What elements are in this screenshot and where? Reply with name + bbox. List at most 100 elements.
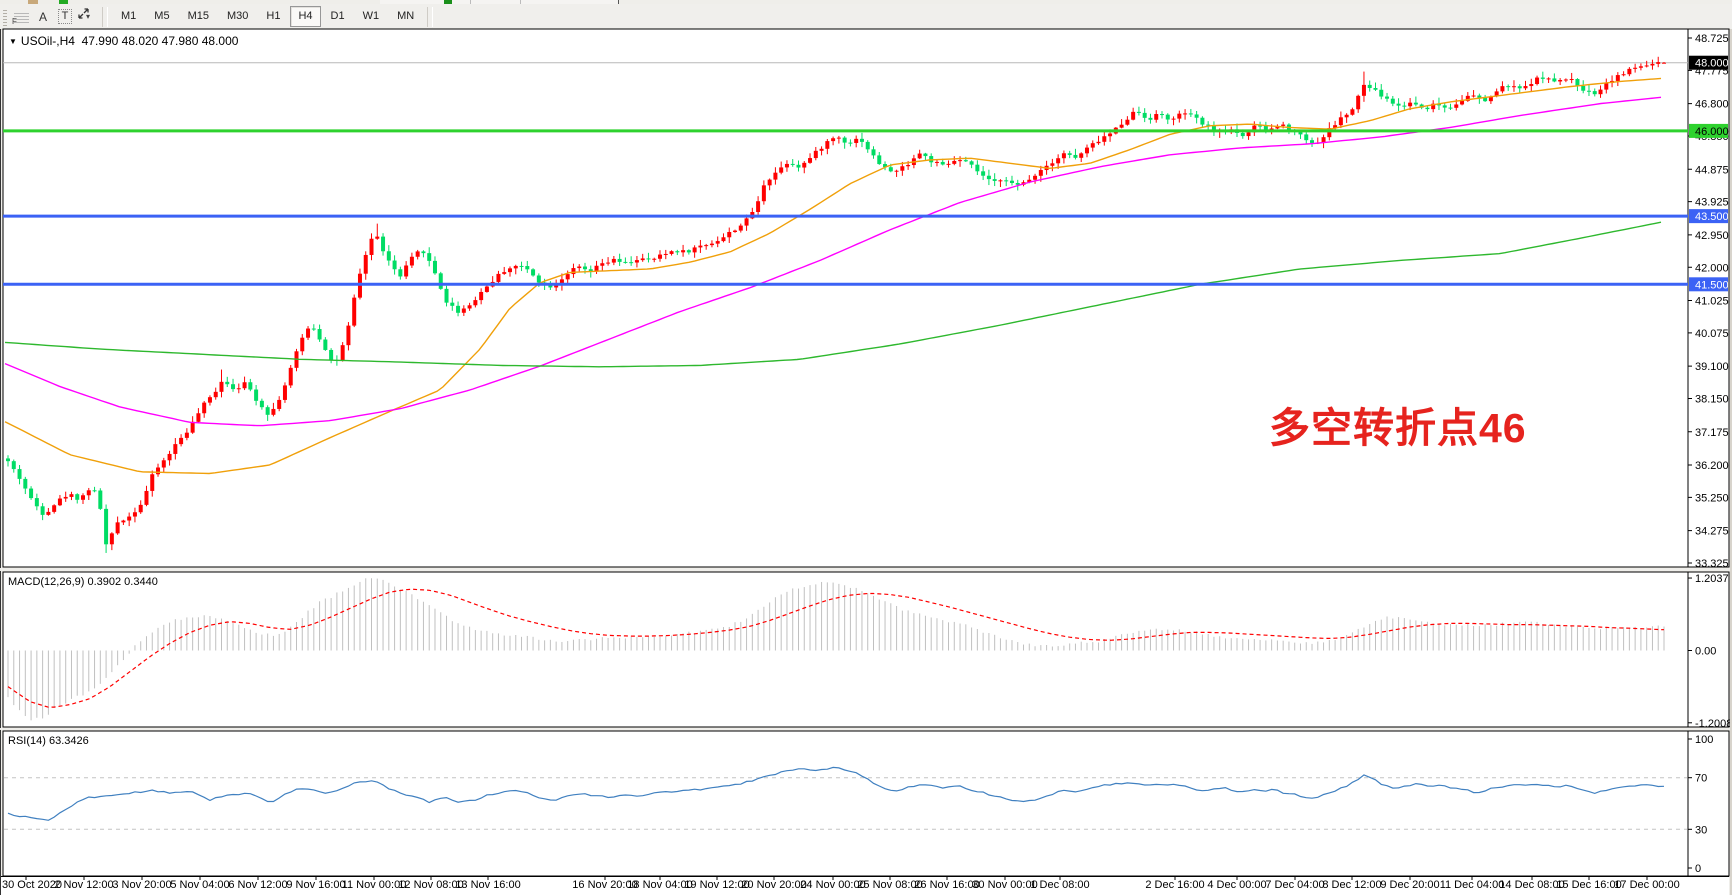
svg-text:19 Nov 12:00: 19 Nov 12:00 [684, 879, 749, 891]
price-badge-43.500: 43.500 [1689, 209, 1729, 224]
svg-text:35.250: 35.250 [1695, 492, 1729, 504]
svg-text:7 Dec 04:00: 7 Dec 04:00 [1265, 879, 1324, 891]
rsi-panel-price-axis[interactable] [1687, 730, 1730, 877]
rsi-label: RSI(14) 63.3426 [8, 735, 89, 747]
panel-separator[interactable] [0, 728, 1729, 730]
svg-text:18 Nov 04:00: 18 Nov 04:00 [627, 879, 692, 891]
svg-text:16 Nov 20:00: 16 Nov 20:00 [572, 879, 637, 891]
timeframe-button-mn[interactable]: MN [397, 10, 415, 22]
cropped-toolbar-strip [0, 0, 1732, 4]
toolbar-separator [427, 6, 434, 27]
svg-text:-1.2008: -1.2008 [1695, 718, 1732, 730]
svg-text:20 Nov 20:00: 20 Nov 20:00 [741, 879, 806, 891]
macd-panel-price-axis[interactable] [1687, 571, 1730, 728]
price-badge-48.000: 48.000 [1689, 55, 1729, 70]
ma-fast-line[interactable] [4, 77, 1662, 475]
svg-text:43.500: 43.500 [1695, 211, 1729, 223]
svg-text:42.950: 42.950 [1695, 230, 1729, 242]
timeframe-bar: M1 M5 M15 M30 H1 H4 D1 W1 MN [112, 6, 423, 27]
rsi-axis-labels: 100 70 30 0 [1688, 734, 1713, 875]
price-badge-41.500: 41.500 [1689, 277, 1729, 292]
toolbar-fragment [28, 0, 38, 4]
svg-text:6 Nov 12:00: 6 Nov 12:00 [228, 879, 287, 891]
time-axis[interactable] [0, 876, 1729, 895]
toolbar: F A T ▾ M1 M5 M15 M30 H1 H4 D1 W1 MN [0, 4, 1732, 30]
dotted-grid-icon [13, 10, 29, 23]
svg-text:8 Dec 12:00: 8 Dec 12:00 [1322, 879, 1381, 891]
svg-text:15 Dec 16:00: 15 Dec 16:00 [1556, 879, 1621, 891]
collapse-triangle-icon[interactable]: ▼ [9, 37, 17, 46]
chart-annotation-text: 多空转折点46 [1269, 405, 1527, 451]
svg-text:30 Nov 00:00: 30 Nov 00:00 [972, 879, 1037, 891]
toolbar-fragment [380, 0, 619, 4]
chevron-down-icon: ▾ [85, 12, 90, 21]
svg-text:26 Nov 16:00: 26 Nov 16:00 [914, 879, 979, 891]
svg-text:33.325: 33.325 [1695, 558, 1729, 570]
toolbar-fragment [444, 0, 452, 4]
timeframe-button-m1[interactable]: M1 [121, 10, 137, 22]
svg-text:0.00: 0.00 [1695, 646, 1716, 658]
dotted-grid-icon-letter: F [12, 17, 17, 26]
svg-text:70: 70 [1695, 773, 1707, 785]
svg-text:0: 0 [1695, 863, 1701, 875]
svg-text:2 Dec 16:00: 2 Dec 16:00 [1145, 879, 1204, 891]
cursor-mode-button[interactable]: ▾ [76, 6, 98, 27]
main-chart-panel[interactable] [2, 28, 1689, 568]
dotted-grid-tool-button[interactable]: F [10, 6, 32, 27]
candlesticks [6, 56, 1666, 553]
svg-text:46.000: 46.000 [1695, 126, 1729, 138]
ma-mid-line[interactable] [4, 96, 1662, 427]
svg-text:13 Nov 16:00: 13 Nov 16:00 [455, 879, 520, 891]
svg-text:30 Oct 2020: 30 Oct 2020 [2, 879, 62, 891]
svg-text:46.800: 46.800 [1695, 99, 1729, 111]
macd-panel[interactable] [2, 571, 1689, 728]
timeframe-button-h4[interactable]: H4 [290, 6, 321, 27]
timeframe-button-m30[interactable]: M30 [226, 10, 249, 22]
svg-text:43.925: 43.925 [1695, 197, 1729, 209]
svg-text:1.2037: 1.2037 [1695, 573, 1729, 585]
timeframe-button-w1[interactable]: W1 [362, 10, 380, 22]
main-chart-panel-price-axis[interactable] [1687, 28, 1730, 568]
ma-slow-line[interactable] [4, 221, 1662, 368]
svg-text:5 Nov 04:00: 5 Nov 04:00 [170, 879, 229, 891]
timeframe-button-m5[interactable]: M5 [154, 10, 170, 22]
text-label-button[interactable]: T [54, 6, 76, 27]
insert-text-button[interactable]: A [32, 6, 54, 27]
svg-text:100: 100 [1695, 734, 1713, 746]
rsi-line [7, 766, 1665, 821]
svg-text:17 Dec 00:00: 17 Dec 00:00 [1614, 879, 1679, 891]
svg-text:42.000: 42.000 [1695, 262, 1729, 274]
toolbar-separator [102, 6, 108, 27]
timeframe-button-m15[interactable]: M15 [187, 10, 209, 22]
svg-text:39.100: 39.100 [1695, 361, 1729, 373]
rsi-panel[interactable] [2, 730, 1689, 877]
svg-text:36.200: 36.200 [1695, 460, 1729, 472]
macd-signal-line [7, 588, 1665, 708]
timeframe-button-h1[interactable]: H1 [266, 10, 281, 22]
macd-label: MACD(12,26,9) 0.3902 0.3440 [8, 576, 158, 588]
svg-text:34.275: 34.275 [1695, 526, 1729, 538]
panel-separator[interactable] [0, 568, 1729, 571]
svg-text:2 Nov 12:00: 2 Nov 12:00 [54, 879, 113, 891]
svg-text:3 Nov 20:00: 3 Nov 20:00 [112, 879, 171, 891]
window-right-edge [1730, 29, 1732, 895]
svg-text:4 Dec 00:00: 4 Dec 00:00 [1207, 879, 1266, 891]
svg-text:9 Dec 20:00: 9 Dec 20:00 [1380, 879, 1439, 891]
letter-a-icon: A [38, 9, 47, 24]
toolbar-grip[interactable] [3, 7, 7, 26]
svg-text:41.500: 41.500 [1695, 279, 1729, 291]
toolbar-fragment [520, 0, 521, 4]
timeframe-button-d1[interactable]: D1 [330, 10, 345, 22]
svg-text:38.150: 38.150 [1695, 394, 1729, 406]
price-badge-46.000: 46.000 [1689, 123, 1729, 138]
svg-text:1 Dec 08:00: 1 Dec 08:00 [1030, 879, 1089, 891]
macd-axis-labels: 1.2037 0.00 -1.2008 [1688, 573, 1732, 730]
chart-ohlc-readout: 47.990 48.020 47.980 48.000 [81, 34, 239, 48]
svg-text:30: 30 [1695, 824, 1707, 836]
svg-text:24 Nov 00:00: 24 Nov 00:00 [800, 879, 865, 891]
chart-title: ▼ USOil-,H4 47.990 48.020 47.980 48.000 [9, 34, 238, 48]
text-label-icon: T [57, 9, 73, 24]
